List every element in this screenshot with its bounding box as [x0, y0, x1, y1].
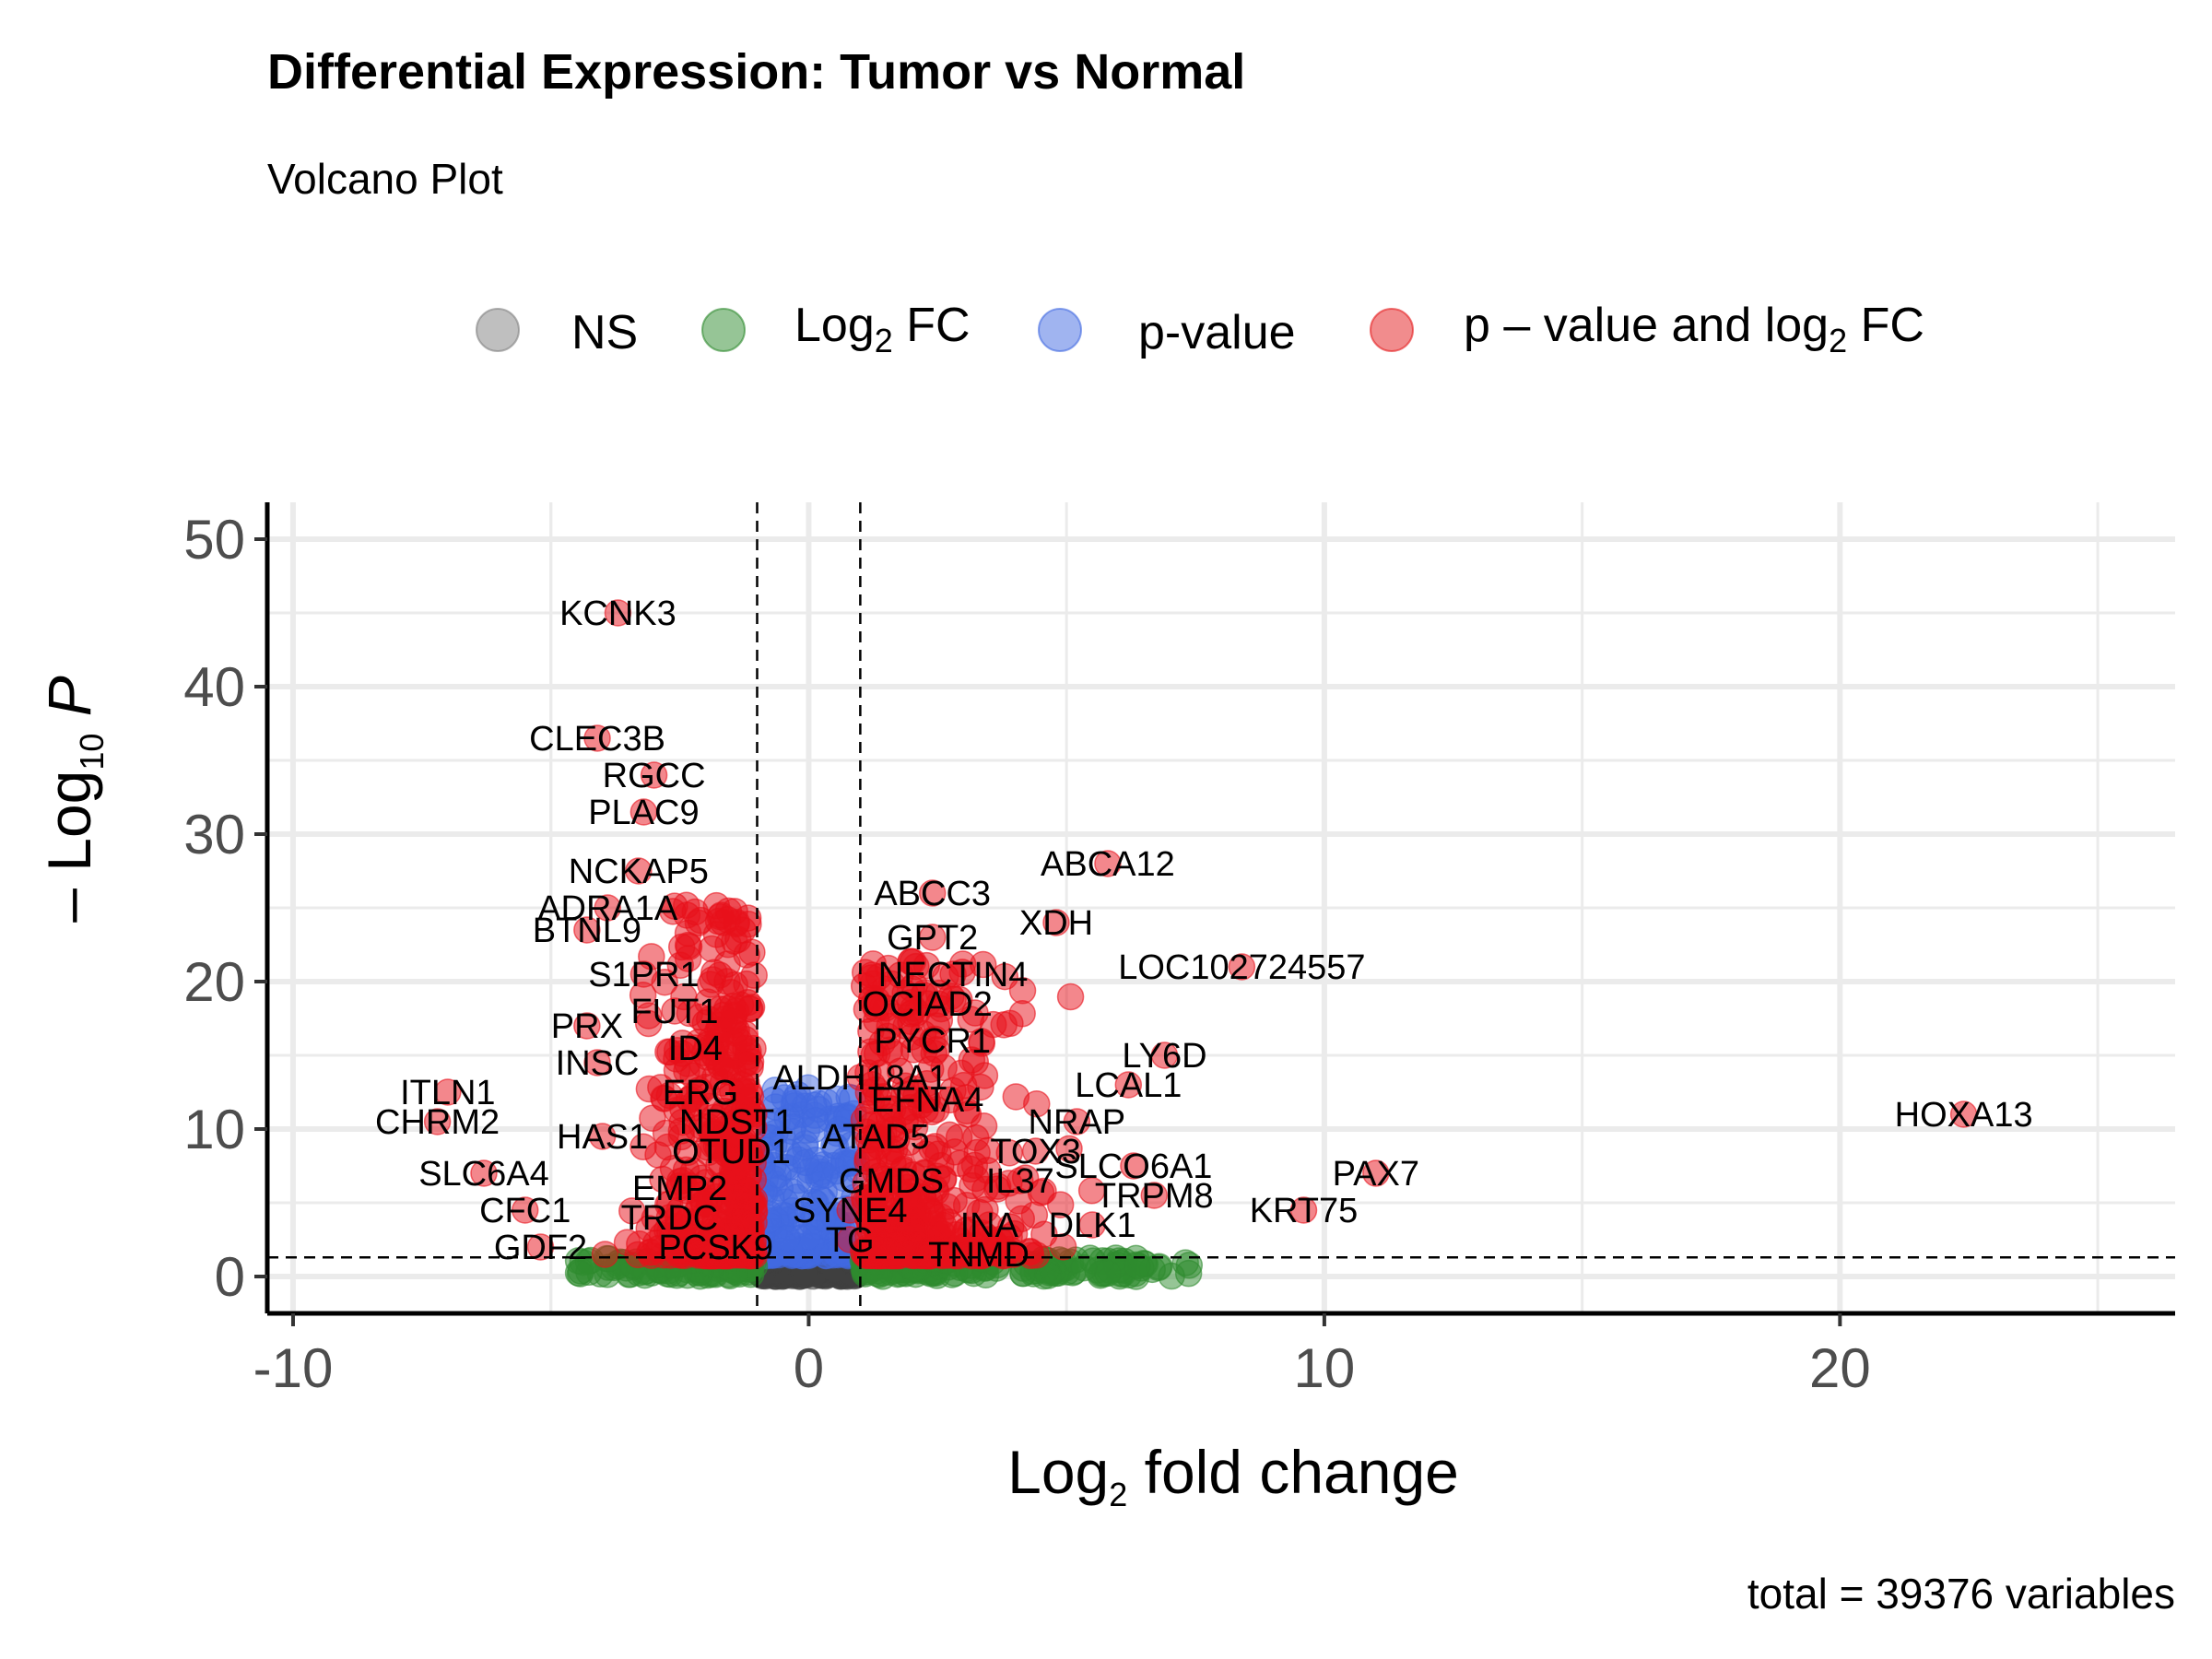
- sig-point: [898, 1241, 925, 1268]
- p-point: [773, 1224, 801, 1252]
- sig-point: [724, 1189, 753, 1218]
- gene-label: KRT75: [1250, 1192, 1359, 1230]
- gene-label: HAS1: [557, 1118, 648, 1157]
- sig-point: [945, 1124, 973, 1151]
- gene-label: GPT2: [887, 919, 978, 958]
- gene-label: PLAC9: [588, 794, 699, 832]
- sig-point: [1046, 1191, 1075, 1218]
- gene-label: OCIAD2: [862, 985, 992, 1024]
- y-tick-label: 30: [183, 804, 245, 865]
- p-point: [802, 1106, 830, 1135]
- gene-label: INA: [960, 1206, 1019, 1245]
- gene-label: KCNK3: [559, 594, 677, 633]
- sig-point: [618, 1197, 646, 1225]
- gene-label: SLC6A4: [418, 1155, 549, 1194]
- legend-key-both: [1370, 308, 1414, 352]
- fc-point: [1034, 1262, 1063, 1289]
- x-tick-label: 10: [1294, 1337, 1356, 1399]
- gene-label: NCKAP5: [569, 853, 709, 891]
- gene-label: ABCA12: [1041, 845, 1175, 884]
- sig-point: [1055, 1135, 1083, 1163]
- legend-label-p: p-value: [1138, 306, 1296, 359]
- sig-point: [1049, 1233, 1077, 1261]
- gene-label: DLK1: [1049, 1206, 1136, 1245]
- y-tick-label: 10: [183, 1099, 245, 1160]
- sig-point: [1077, 1177, 1106, 1205]
- gene-label: CLEC3B: [529, 720, 665, 759]
- gene-label: ATAD5: [822, 1118, 930, 1157]
- gene-label: LCAL1: [1075, 1066, 1182, 1105]
- gene-label: TG: [826, 1221, 875, 1260]
- gene-label: IL37: [986, 1162, 1054, 1201]
- chart-legend: NS Log2 FC p-value p – value and log2 FC: [476, 299, 1924, 359]
- x-tick-label: 0: [794, 1337, 824, 1399]
- legend-key-p: [1038, 308, 1082, 352]
- sig-point: [731, 1025, 759, 1053]
- y-axis-title: – Log10 P: [35, 676, 111, 923]
- gene-label: INSC: [556, 1044, 640, 1083]
- gene-label: CFC1: [479, 1192, 571, 1230]
- legend-label-ns: NS: [571, 306, 638, 359]
- fc-point: [1124, 1252, 1151, 1280]
- chart-subtitle: Volcano Plot: [267, 155, 503, 203]
- gene-labels: KCNK3CLEC3BRGCCPLAC9NCKAP5ADRA1ABTNL9S1P…: [375, 594, 2033, 1275]
- y-tick-label: 20: [183, 951, 245, 1013]
- legend-key-ns: [476, 308, 520, 352]
- legend-key-fc: [701, 308, 746, 352]
- fc-point: [566, 1260, 594, 1288]
- gene-label: GDF2: [494, 1229, 587, 1267]
- gene-label: CHRM2: [375, 1103, 500, 1142]
- gene-label: PYCR1: [874, 1022, 991, 1061]
- gene-label: ID4: [668, 1030, 723, 1068]
- fc-point: [1094, 1259, 1122, 1288]
- y-tick-label: 0: [215, 1246, 245, 1308]
- gene-label: PRX: [551, 1007, 623, 1046]
- sig-point: [673, 901, 701, 929]
- sig-point: [713, 950, 741, 978]
- gene-label: RGCC: [603, 757, 706, 795]
- gene-label: FUT1: [630, 993, 718, 1031]
- gene-label: OTUD1: [672, 1133, 791, 1171]
- chart-title: Differential Expression: Tumor vs Normal: [267, 44, 1245, 100]
- gene-label: EFNA4: [871, 1081, 983, 1120]
- p-point: [792, 1148, 819, 1177]
- sig-point: [733, 970, 760, 998]
- fc-point: [1070, 1253, 1098, 1282]
- gene-label: S1PR1: [588, 956, 699, 994]
- legend-label-both: p – value and log2 FC: [1464, 299, 1924, 359]
- x-tick-label: -10: [253, 1337, 334, 1399]
- gene-label: XDH: [1019, 904, 1093, 943]
- gene-label: BTNL9: [533, 912, 641, 950]
- legend-label-fc: Log2 FC: [794, 299, 971, 359]
- x-axis-title: Log2 fold change: [1007, 1438, 1459, 1513]
- gene-label: PAX7: [1333, 1155, 1419, 1194]
- sig-point: [591, 1241, 619, 1268]
- gene-label: LOC102724557: [1118, 948, 1365, 987]
- sig-point: [1056, 982, 1085, 1011]
- sig-point: [713, 906, 742, 934]
- x-tick-label: 20: [1809, 1337, 1871, 1399]
- data-points: [423, 599, 1978, 1290]
- gene-label: HOXA13: [1895, 1096, 2033, 1135]
- y-tick-label: 40: [183, 656, 245, 718]
- sig-point: [1008, 1000, 1036, 1028]
- chart-caption: total = 39376 variables: [1747, 1570, 2175, 1618]
- plot-grid: [267, 502, 2175, 1313]
- gene-label: ABCC3: [874, 875, 991, 913]
- gene-label: PCSK9: [658, 1229, 773, 1267]
- y-tick-label: 50: [183, 509, 245, 571]
